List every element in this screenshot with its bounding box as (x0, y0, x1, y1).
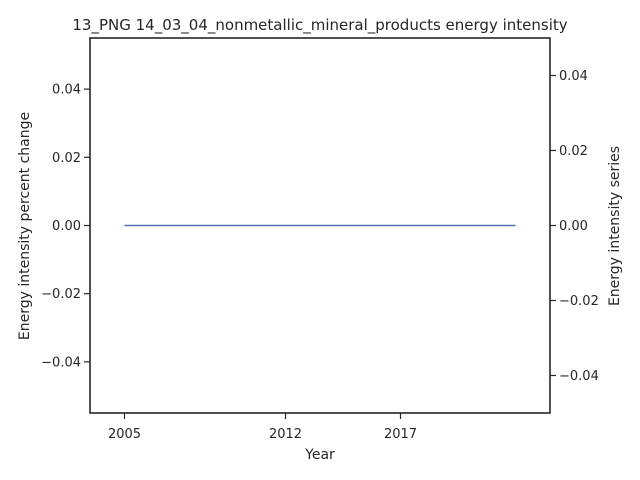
x-tick-label: 2017 (384, 427, 417, 442)
y-tick-label: −0.04 (41, 355, 81, 370)
chart-title: 13_PNG 14_03_04_nonmetallic_mineral_prod… (72, 16, 567, 35)
y-right-tick-label: −0.02 (559, 294, 599, 309)
y-right-tick-label: −0.04 (559, 369, 599, 384)
y-tick-label: 0.02 (52, 151, 81, 166)
y-tick-label: 0.00 (52, 219, 81, 234)
y-axis-label-right: Energy intensity series (607, 146, 623, 306)
y-tick-label: −0.02 (41, 287, 81, 302)
x-tick-label: 2005 (108, 427, 141, 442)
x-axis-label: Year (304, 447, 335, 463)
plot-area: 2005 2012 2017 −0.04 −0.02 0.00 0.02 0.04 −0.04 −… (41, 37, 599, 442)
y-tick-label: 0.04 (52, 83, 81, 98)
y-right-tick-label: 0.02 (559, 144, 588, 159)
y-right-tick-label: 0.04 (559, 69, 588, 84)
y-axis-label: Energy intensity percent change (17, 112, 33, 340)
y-right-tick-label: 0.00 (559, 219, 588, 234)
x-tick-label: 2012 (269, 427, 302, 442)
